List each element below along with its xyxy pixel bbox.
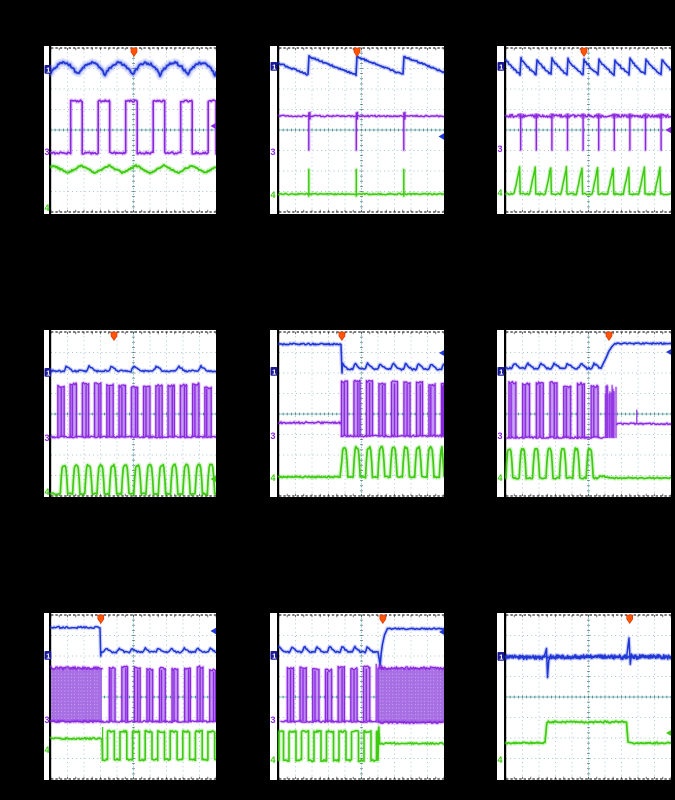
svg-text:4: 4 xyxy=(498,473,503,483)
svg-text:4: 4 xyxy=(271,755,276,765)
svg-text:1: 1 xyxy=(272,367,276,376)
svg-text:3: 3 xyxy=(271,431,276,441)
svg-text:1: 1 xyxy=(499,62,503,71)
svg-text:4: 4 xyxy=(45,203,50,213)
svg-text:1: 1 xyxy=(46,368,50,377)
svg-text:4: 4 xyxy=(498,755,503,765)
svg-text:4: 4 xyxy=(45,745,50,755)
svg-text:4: 4 xyxy=(498,188,503,198)
svg-text:3: 3 xyxy=(45,715,50,725)
svg-text:3: 3 xyxy=(498,144,503,154)
svg-text:3: 3 xyxy=(271,147,276,157)
svg-text:3: 3 xyxy=(45,147,50,157)
svg-text:3: 3 xyxy=(271,715,276,725)
svg-text:1: 1 xyxy=(272,62,276,71)
svg-text:1: 1 xyxy=(46,65,50,74)
svg-text:1: 1 xyxy=(46,651,50,660)
svg-text:1: 1 xyxy=(499,367,503,376)
svg-text:3: 3 xyxy=(498,431,503,441)
svg-text:4: 4 xyxy=(271,190,276,200)
svg-text:4: 4 xyxy=(271,473,276,483)
svg-text:1: 1 xyxy=(499,652,503,661)
svg-text:1: 1 xyxy=(272,651,276,660)
svg-text:3: 3 xyxy=(45,433,50,443)
svg-text:4: 4 xyxy=(45,487,50,497)
